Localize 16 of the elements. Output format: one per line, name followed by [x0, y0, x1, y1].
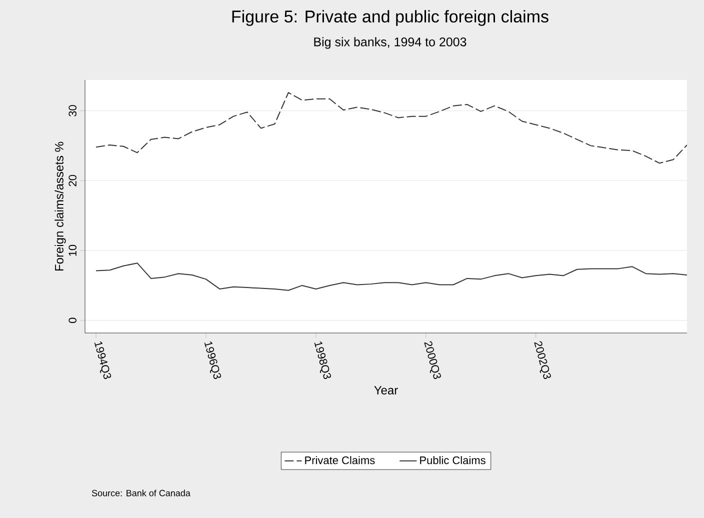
y-tick-label: 10: [68, 244, 76, 256]
x-tick-label: 2000Q3: [424, 341, 441, 380]
y-axis-title: Foreign claims/assets %: [54, 142, 66, 271]
x-tick-label: 2002Q3: [534, 341, 551, 380]
y-tick-label: 20: [68, 174, 76, 186]
y-tick-label: 0: [68, 318, 76, 324]
x-axis-title: Year: [374, 386, 398, 394]
chart-subtitle: Big six banks, 1994 to 2003: [314, 37, 466, 49]
x-tick-label: 1998Q3: [314, 342, 331, 380]
y-tick-label: 30: [68, 105, 76, 116]
x-tick-label: 1994Q3: [94, 342, 112, 380]
chart-title: Figure 5: Private and public foreign claims: [232, 10, 548, 26]
source-note: Source: Bank of Canada: [92, 490, 190, 496]
legend-label: Private Claims: [305, 456, 375, 464]
x-tick-label: 1996Q3: [204, 342, 222, 380]
legend-label: Public Claims: [420, 456, 486, 464]
